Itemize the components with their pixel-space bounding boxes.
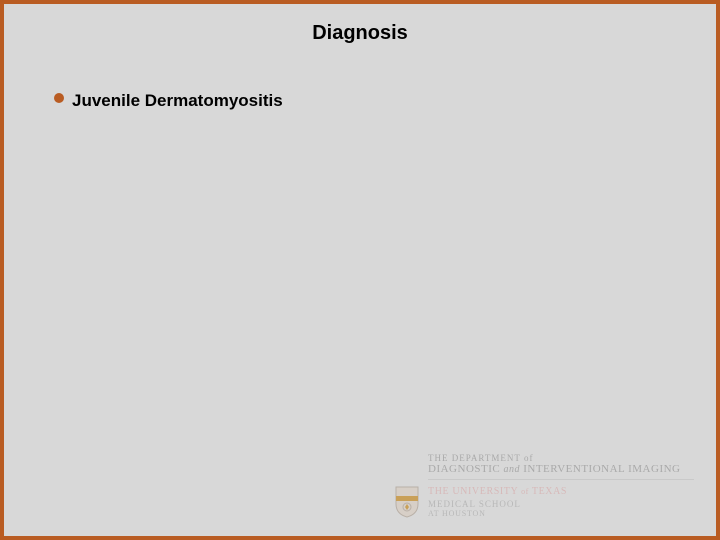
bullet-dot-icon xyxy=(54,93,64,103)
dept-prefix: THE DEPARTMENT of xyxy=(428,453,694,463)
shield-icon xyxy=(394,486,420,518)
slide-body: Juvenile Dermatomyositis xyxy=(4,91,716,111)
uni-word-of: of xyxy=(521,487,529,496)
dept-word-a: DIAGNOSTIC xyxy=(428,463,500,475)
bullet-text: Juvenile Dermatomyositis xyxy=(72,91,283,111)
slide-title: Diagnosis xyxy=(4,22,716,45)
uni-word-the: THE UNIVERSITY xyxy=(428,486,518,497)
university-line-1: THE UNIVERSITY of TEXAS xyxy=(428,486,694,497)
university-line-2: MEDICAL SCHOOL xyxy=(428,499,694,509)
university-row: THE UNIVERSITY of TEXAS MEDICAL SCHOOL A… xyxy=(394,486,694,518)
dept-word-b: INTERVENTIONAL IMAGING xyxy=(523,463,680,475)
bullet-item: Juvenile Dermatomyositis xyxy=(54,91,716,111)
slide-container: Diagnosis Juvenile Dermatomyositis THE D… xyxy=(0,0,720,540)
dept-word-and: and xyxy=(503,464,520,475)
uni-word-texas: TEXAS xyxy=(532,486,567,497)
university-line-3: AT HOUSTON xyxy=(428,509,694,518)
university-text: THE UNIVERSITY of TEXAS MEDICAL SCHOOL A… xyxy=(428,486,694,518)
dept-name: DIAGNOSTIC and INTERVENTIONAL IMAGING xyxy=(428,463,694,480)
footer-branding: THE DEPARTMENT of DIAGNOSTIC and INTERVE… xyxy=(394,453,694,518)
